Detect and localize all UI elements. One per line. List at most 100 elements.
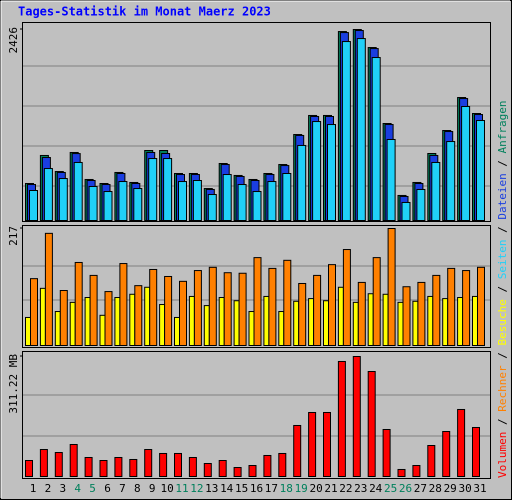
bar bbox=[129, 458, 138, 477]
bar bbox=[222, 174, 232, 222]
bar bbox=[446, 141, 456, 221]
legend-entry: Rechner bbox=[496, 365, 509, 412]
bar bbox=[73, 161, 83, 221]
legend-entry: Seiten bbox=[496, 240, 509, 280]
bar bbox=[69, 443, 78, 478]
bar bbox=[54, 452, 63, 478]
bar bbox=[59, 290, 68, 346]
x-tick-label: 19 bbox=[295, 482, 308, 495]
bar bbox=[278, 311, 285, 346]
x-tick-label: 31 bbox=[473, 482, 486, 495]
bar bbox=[103, 191, 113, 222]
bar bbox=[119, 263, 128, 346]
bar bbox=[69, 301, 76, 347]
bar bbox=[248, 465, 257, 477]
bar bbox=[39, 449, 48, 478]
bar bbox=[133, 188, 143, 221]
x-tick-label: 9 bbox=[149, 482, 156, 495]
bar bbox=[99, 314, 106, 347]
bar bbox=[253, 257, 262, 346]
x-tick-label: 28 bbox=[429, 482, 442, 495]
bar bbox=[427, 444, 436, 477]
bar bbox=[233, 300, 240, 346]
bar bbox=[327, 124, 336, 221]
bar bbox=[238, 272, 247, 347]
bar bbox=[193, 270, 202, 346]
bar bbox=[263, 454, 272, 478]
bar bbox=[118, 181, 128, 221]
legend: Volumen / Rechner / Besuche / Seiten / D… bbox=[496, 100, 509, 478]
bar bbox=[207, 194, 217, 222]
x-tick-label: 29 bbox=[444, 482, 457, 495]
bar bbox=[397, 301, 404, 347]
bar bbox=[402, 286, 411, 346]
bar bbox=[372, 257, 381, 346]
panel bbox=[22, 351, 491, 479]
bar bbox=[387, 228, 396, 346]
bar bbox=[457, 408, 466, 477]
bar bbox=[89, 274, 98, 346]
bar bbox=[312, 121, 322, 221]
legend-entry: Anfragen bbox=[496, 100, 509, 153]
chart-title: Tages-Statistik im Monat Maerz 2023 bbox=[18, 5, 271, 19]
x-tick-label: 24 bbox=[369, 482, 383, 495]
bar bbox=[268, 267, 277, 346]
bar bbox=[427, 295, 434, 347]
x-tick-label: 22 bbox=[339, 482, 352, 495]
bar bbox=[188, 456, 197, 477]
x-tick-label: 27 bbox=[414, 482, 427, 495]
bar bbox=[129, 293, 136, 347]
bar bbox=[337, 286, 344, 347]
bar bbox=[447, 267, 456, 346]
bar bbox=[397, 468, 406, 477]
x-tick-label: 16 bbox=[250, 482, 263, 495]
bar bbox=[29, 190, 38, 221]
bar bbox=[412, 465, 421, 477]
y-tick-label: 217 bbox=[7, 226, 20, 246]
bar bbox=[25, 316, 31, 347]
legend-entry: Dateien bbox=[496, 173, 509, 219]
bar bbox=[401, 201, 411, 221]
bar bbox=[233, 467, 242, 477]
bar bbox=[283, 259, 292, 347]
bar bbox=[74, 261, 83, 346]
bar bbox=[54, 311, 61, 346]
bar bbox=[313, 274, 322, 346]
bar bbox=[30, 278, 38, 346]
bar bbox=[298, 282, 307, 346]
bar bbox=[218, 459, 227, 477]
legend-separator: / bbox=[496, 346, 509, 366]
bar bbox=[203, 305, 210, 346]
bar bbox=[44, 232, 53, 347]
legend-entry: Besuche bbox=[496, 299, 509, 345]
bar bbox=[386, 138, 396, 222]
bar bbox=[477, 266, 485, 347]
bar bbox=[367, 293, 374, 346]
x-tick-label: 20 bbox=[309, 482, 322, 495]
x-tick-label: 1 bbox=[30, 482, 37, 495]
x-tick-label: 7 bbox=[119, 482, 126, 495]
bar bbox=[114, 456, 123, 477]
bar bbox=[417, 281, 426, 347]
bar bbox=[237, 184, 247, 222]
x-tick-label: 11 bbox=[175, 482, 188, 495]
bar bbox=[248, 311, 255, 346]
bar bbox=[159, 304, 166, 346]
bar bbox=[99, 459, 108, 477]
bar bbox=[293, 300, 300, 347]
bar bbox=[252, 191, 262, 222]
bar bbox=[442, 431, 451, 478]
bar bbox=[179, 280, 187, 347]
bar bbox=[342, 249, 351, 346]
bar bbox=[148, 158, 158, 221]
legend-separator: / bbox=[496, 412, 509, 432]
legend-separator: / bbox=[496, 153, 509, 173]
bar bbox=[367, 371, 376, 477]
bar bbox=[267, 181, 277, 221]
x-tick-label: 30 bbox=[458, 482, 471, 495]
bar bbox=[104, 291, 113, 346]
bar bbox=[39, 287, 46, 347]
bar bbox=[432, 274, 441, 346]
bar bbox=[323, 300, 329, 346]
bar bbox=[297, 144, 307, 221]
